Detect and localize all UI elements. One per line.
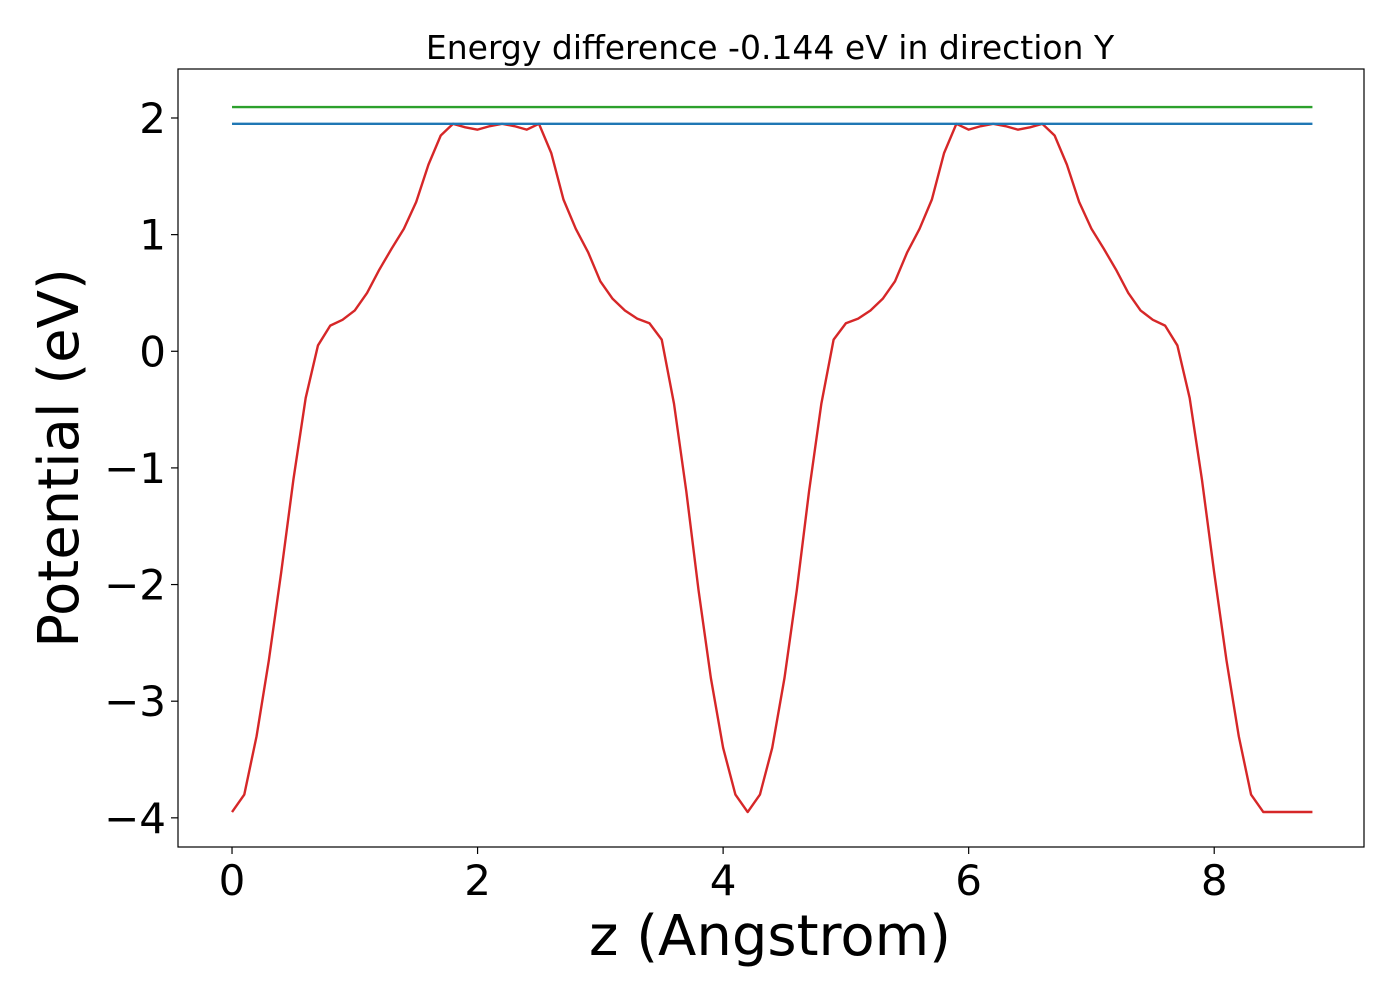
y-tick-label: −1 [104,444,166,493]
series-layer [231,105,1313,814]
x-tick-label: 8 [1201,856,1228,905]
x-tick-label: 0 [219,856,246,905]
y-tick-label: 1 [139,211,166,260]
series-line-0 [231,122,1313,814]
y-axis: 2 1 0 −1 −2 −3 −4 [104,94,178,843]
x-tick-label: 4 [710,856,737,905]
plot-frame [177,68,1365,848]
y-axis-label: Potential (eV) [27,268,92,648]
x-axis: 0 2 4 6 8 [219,847,1228,905]
y-tick-label: −4 [104,794,166,843]
y-tick-label: 0 [139,327,166,376]
chart-title: Energy difference -0.144 eV in direction… [426,28,1115,67]
y-tick-label: −2 [104,561,166,610]
x-tick-label: 2 [464,856,491,905]
y-tick-label: 2 [139,94,166,143]
x-tick-label: 6 [955,856,982,905]
y-tick-label: −3 [104,677,166,726]
x-axis-label: z (Angstrom) [589,904,951,969]
